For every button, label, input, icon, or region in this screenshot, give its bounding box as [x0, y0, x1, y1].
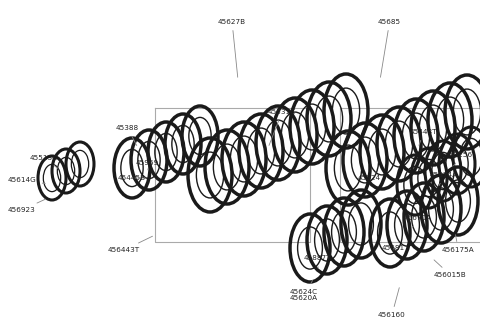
Text: 45443T: 45443T	[410, 129, 437, 145]
Text: 45513C: 45513C	[30, 155, 58, 168]
Text: 45681: 45681	[382, 245, 405, 251]
Text: 45531C: 45531C	[268, 109, 296, 145]
Text: 456160: 456160	[378, 288, 406, 318]
Text: 45627B: 45627B	[218, 19, 246, 77]
Text: 45874A: 45874A	[430, 172, 458, 185]
Text: 456015B: 456015B	[434, 260, 467, 278]
Text: 43256: 43256	[450, 152, 473, 166]
Text: 45388: 45388	[116, 125, 139, 146]
Text: 45685: 45685	[378, 19, 401, 77]
Text: 45624C
45620A: 45624C 45620A	[290, 280, 318, 301]
Text: 456175A: 456175A	[442, 235, 475, 253]
Text: 456923: 456923	[8, 199, 46, 213]
Text: 45614G: 45614G	[8, 177, 45, 184]
Text: 45924: 45924	[358, 172, 381, 181]
Text: 45445B: 45445B	[118, 175, 146, 181]
Text: 45670A: 45670A	[404, 215, 432, 228]
Text: 45887T: 45887T	[304, 255, 332, 268]
Text: 456443T: 456443T	[108, 236, 153, 253]
Text: 45969: 45969	[136, 160, 159, 170]
